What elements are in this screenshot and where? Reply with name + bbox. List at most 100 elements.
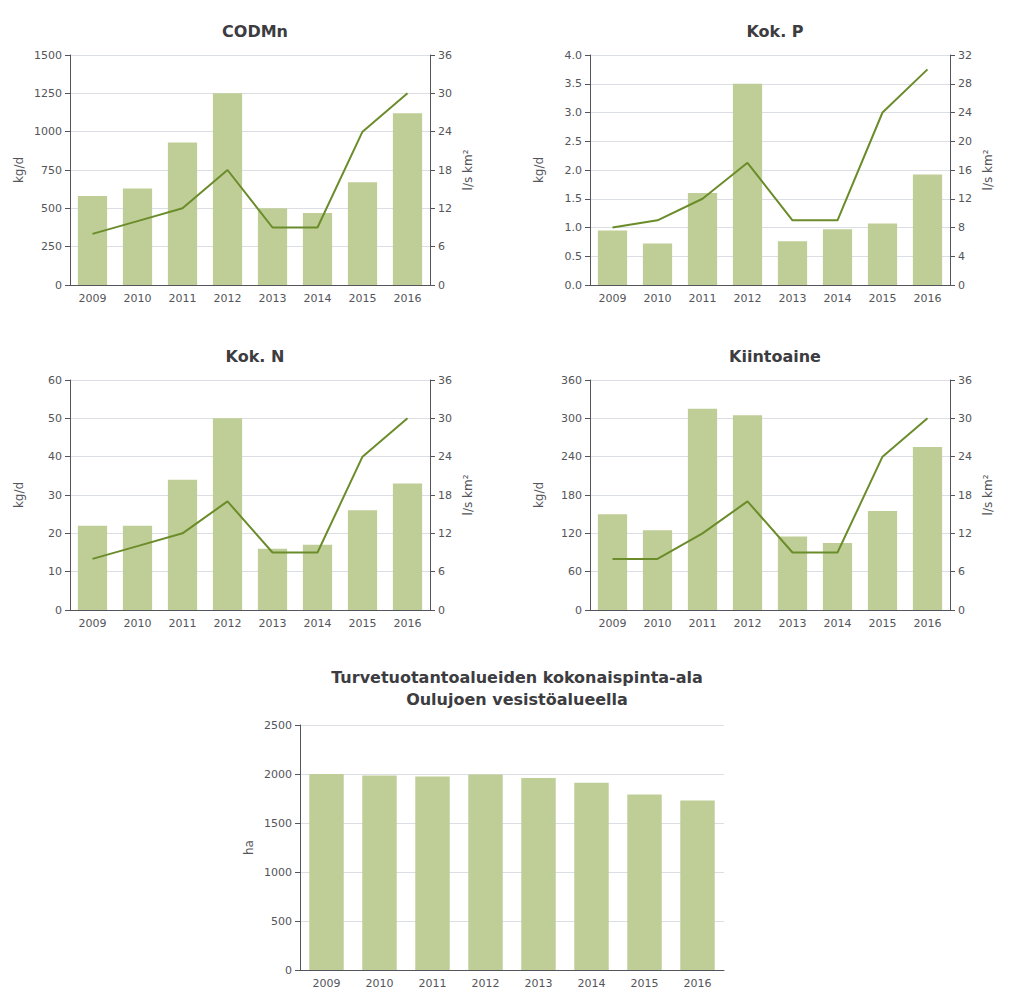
svg-text:ha: ha — [242, 840, 256, 855]
svg-text:2013: 2013 — [259, 617, 287, 630]
svg-text:2013: 2013 — [779, 292, 807, 305]
svg-text:2014: 2014 — [304, 292, 332, 305]
svg-text:12: 12 — [438, 527, 452, 540]
svg-text:24: 24 — [958, 450, 972, 463]
svg-text:l/s km²: l/s km² — [461, 149, 475, 190]
svg-text:2014: 2014 — [824, 617, 852, 630]
svg-text:1500: 1500 — [34, 49, 62, 62]
svg-text:12: 12 — [958, 527, 972, 540]
svg-text:2009: 2009 — [79, 292, 107, 305]
svg-text:240: 240 — [561, 450, 582, 463]
svg-text:2014: 2014 — [824, 292, 852, 305]
svg-text:2011: 2011 — [689, 292, 717, 305]
svg-text:0: 0 — [55, 604, 62, 617]
svg-text:2016: 2016 — [394, 292, 422, 305]
svg-text:2010: 2010 — [124, 292, 152, 305]
svg-text:2016: 2016 — [914, 292, 942, 305]
svg-text:2015: 2015 — [349, 292, 377, 305]
svg-text:0: 0 — [575, 604, 582, 617]
svg-text:2012: 2012 — [472, 977, 500, 990]
svg-text:30: 30 — [48, 489, 62, 502]
svg-text:0: 0 — [438, 604, 445, 617]
svg-text:3.0: 3.0 — [565, 106, 583, 119]
svg-text:2.5: 2.5 — [565, 135, 583, 148]
svg-text:24: 24 — [438, 125, 452, 138]
svg-text:1000: 1000 — [264, 866, 292, 879]
svg-text:Kiintoaine: Kiintoaine — [729, 347, 821, 366]
svg-text:360: 360 — [561, 374, 582, 387]
svg-text:28: 28 — [958, 77, 972, 90]
svg-text:2010: 2010 — [366, 977, 394, 990]
svg-text:50: 50 — [48, 412, 62, 425]
svg-text:24: 24 — [438, 450, 452, 463]
svg-text:2010: 2010 — [124, 617, 152, 630]
svg-text:3.5: 3.5 — [565, 77, 583, 90]
svg-text:2012: 2012 — [214, 292, 242, 305]
svg-text:Kok. N: Kok. N — [226, 347, 285, 366]
svg-text:l/s km²: l/s km² — [981, 474, 995, 515]
svg-text:300: 300 — [561, 412, 582, 425]
svg-text:2016: 2016 — [914, 617, 942, 630]
svg-text:kg/d: kg/d — [532, 157, 546, 183]
svg-text:12: 12 — [438, 202, 452, 215]
svg-text:6: 6 — [958, 565, 965, 578]
svg-text:2010: 2010 — [644, 292, 672, 305]
svg-text:0.0: 0.0 — [565, 279, 583, 292]
svg-text:0: 0 — [55, 279, 62, 292]
svg-text:1500: 1500 — [264, 817, 292, 830]
svg-text:60: 60 — [48, 374, 62, 387]
svg-text:2500: 2500 — [264, 719, 292, 732]
svg-text:40: 40 — [48, 450, 62, 463]
svg-text:30: 30 — [958, 412, 972, 425]
svg-text:2014: 2014 — [304, 617, 332, 630]
svg-text:2012: 2012 — [734, 617, 762, 630]
svg-text:l/s km²: l/s km² — [981, 149, 995, 190]
svg-text:2011: 2011 — [419, 977, 447, 990]
svg-text:18: 18 — [438, 164, 452, 177]
svg-text:36: 36 — [438, 374, 452, 387]
svg-text:250: 250 — [41, 240, 62, 253]
svg-text:0: 0 — [285, 964, 292, 977]
svg-text:Oulujoen vesistöalueella: Oulujoen vesistöalueella — [406, 690, 628, 709]
svg-text:2009: 2009 — [599, 617, 627, 630]
svg-text:kg/d: kg/d — [12, 482, 26, 508]
svg-text:8: 8 — [958, 221, 965, 234]
svg-text:2009: 2009 — [79, 617, 107, 630]
svg-text:2011: 2011 — [169, 617, 197, 630]
svg-text:2013: 2013 — [779, 617, 807, 630]
svg-text:10: 10 — [48, 565, 62, 578]
svg-text:0: 0 — [958, 604, 965, 617]
svg-text:2.0: 2.0 — [565, 164, 583, 177]
svg-text:l/s km²: l/s km² — [461, 474, 475, 515]
svg-text:12: 12 — [958, 192, 972, 205]
svg-text:750: 750 — [41, 164, 62, 177]
svg-text:2015: 2015 — [631, 977, 659, 990]
svg-text:6: 6 — [438, 240, 445, 253]
svg-text:2015: 2015 — [869, 617, 897, 630]
svg-text:2014: 2014 — [578, 977, 606, 990]
svg-text:1.5: 1.5 — [565, 192, 583, 205]
svg-text:6: 6 — [438, 565, 445, 578]
svg-text:120: 120 — [561, 527, 582, 540]
svg-text:Turvetuotantoalueiden kokonais: Turvetuotantoalueiden kokonaispinta-ala — [331, 668, 703, 687]
svg-text:2015: 2015 — [349, 617, 377, 630]
svg-text:2012: 2012 — [734, 292, 762, 305]
svg-text:30: 30 — [438, 412, 452, 425]
svg-text:36: 36 — [438, 49, 452, 62]
svg-text:500: 500 — [41, 202, 62, 215]
svg-text:18: 18 — [958, 489, 972, 502]
svg-text:Kok. P: Kok. P — [746, 22, 803, 41]
svg-text:500: 500 — [271, 915, 292, 928]
svg-text:2010: 2010 — [644, 617, 672, 630]
svg-text:30: 30 — [438, 87, 452, 100]
svg-text:kg/d: kg/d — [12, 157, 26, 183]
svg-text:2016: 2016 — [394, 617, 422, 630]
svg-text:180: 180 — [561, 489, 582, 502]
svg-text:1000: 1000 — [34, 125, 62, 138]
svg-text:4: 4 — [958, 250, 965, 263]
svg-text:2013: 2013 — [259, 292, 287, 305]
svg-text:kg/d: kg/d — [532, 482, 546, 508]
svg-text:2009: 2009 — [313, 977, 341, 990]
svg-text:CODMn: CODMn — [222, 22, 288, 41]
svg-text:4.0: 4.0 — [565, 49, 583, 62]
